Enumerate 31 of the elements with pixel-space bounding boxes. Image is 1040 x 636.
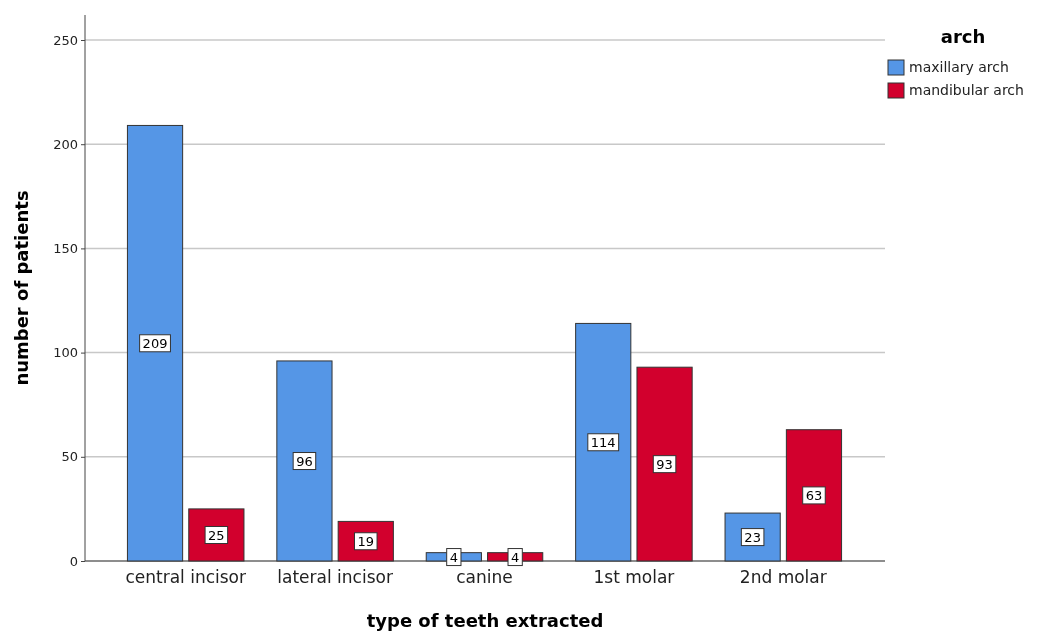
- y-tick-label: 100: [53, 345, 78, 361]
- data-label: 63: [805, 487, 823, 503]
- data-label: 19: [357, 533, 375, 549]
- x-axis-title: type of teeth extracted: [366, 610, 604, 631]
- x-tick-label: central incisor: [125, 566, 247, 587]
- data-label: 23: [744, 529, 761, 545]
- data-label: 209: [142, 335, 168, 351]
- bar: [276, 360, 333, 562]
- y-tick-label: 50: [61, 449, 78, 465]
- legend-label: mandibular arch: [909, 82, 1024, 98]
- y-tick-label: 0: [69, 553, 78, 569]
- legend-label: maxillary arch: [909, 59, 1009, 75]
- x-tick-label: lateral incisor: [277, 566, 393, 587]
- bar: [785, 429, 843, 562]
- bar: [575, 322, 632, 562]
- y-tick-label: 200: [53, 136, 78, 152]
- x-tick-label: 1st molar: [593, 566, 675, 587]
- legend-title: arch: [940, 26, 986, 47]
- x-tick-label: canine: [456, 566, 513, 587]
- bar: [636, 366, 693, 562]
- data-label: 4: [449, 549, 458, 565]
- data-label: 114: [590, 434, 616, 450]
- y-axis-title: number of patients: [11, 190, 32, 386]
- data-label: 25: [208, 527, 225, 543]
- y-tick-label: 250: [53, 32, 78, 48]
- bar: [126, 124, 184, 562]
- data-label: 96: [296, 453, 313, 469]
- y-tick-label: 150: [53, 241, 78, 257]
- x-tick-label: 2nd molar: [739, 566, 827, 587]
- data-label: 4: [511, 549, 520, 565]
- data-label: 93: [656, 456, 673, 472]
